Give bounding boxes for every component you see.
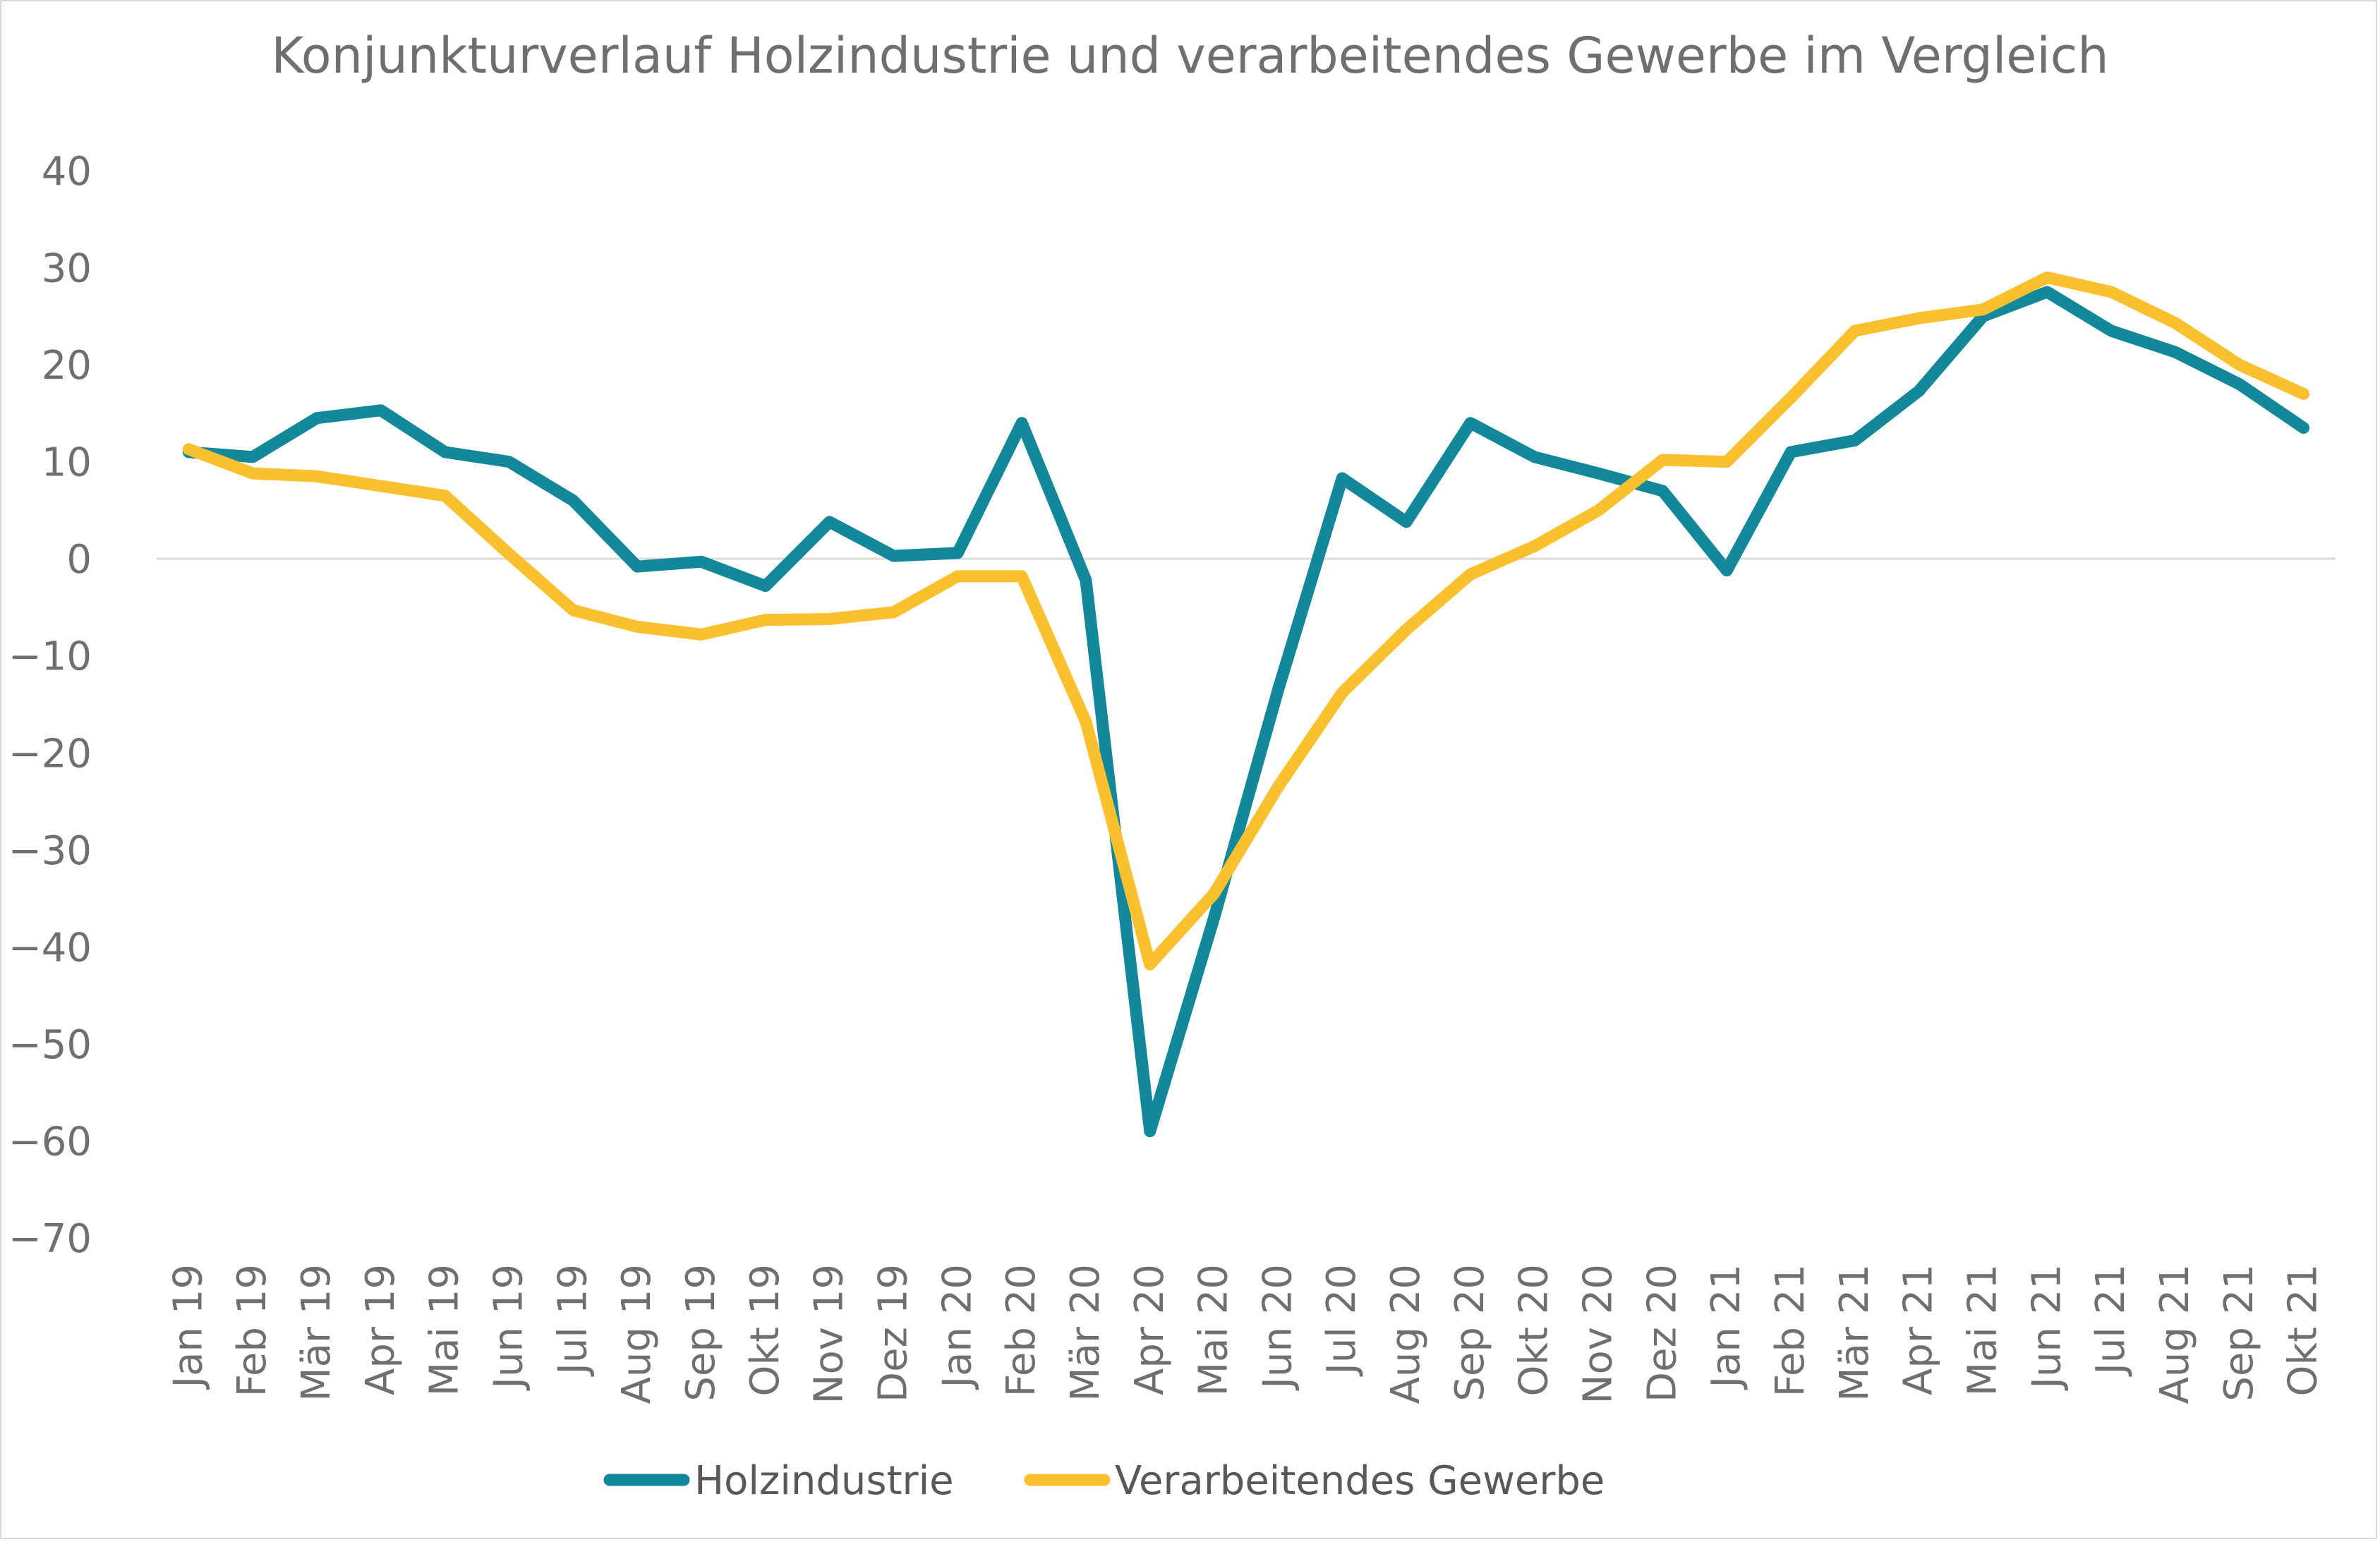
x-tick-label: Dez 20 — [1639, 1264, 1685, 1402]
x-tick-label: Apr 20 — [1127, 1264, 1173, 1395]
y-tick-label: 40 — [42, 149, 92, 195]
y-tick-label: −50 — [8, 1022, 92, 1068]
x-tick-label: Jun 19 — [486, 1264, 532, 1391]
series-line-verarbeitendes-gewerbe — [182, 271, 2310, 971]
x-tick-label: Mai 21 — [1959, 1264, 2005, 1396]
x-tick-label: Nov 20 — [1576, 1264, 1621, 1404]
y-tick-label: −30 — [8, 828, 92, 874]
x-tick-label: Nov 19 — [807, 1264, 852, 1404]
y-tick-label: −70 — [8, 1216, 92, 1262]
x-tick-label: Jul 20 — [1319, 1264, 1365, 1377]
x-tick-label: Jul 21 — [2088, 1264, 2134, 1377]
x-tick-label: Jul 19 — [550, 1264, 596, 1377]
x-tick-label: Aug 21 — [2152, 1264, 2198, 1404]
x-tick-label: Mär 20 — [1063, 1264, 1109, 1402]
x-tick-label: Sep 19 — [678, 1264, 724, 1402]
x-tick-label: Feb 19 — [229, 1264, 275, 1397]
x-tick-label: Jan 21 — [1703, 1264, 1749, 1390]
legend-label: Verarbeitendes Gewerbe — [1115, 1458, 1605, 1504]
x-tick-label: Sep 21 — [2216, 1264, 2262, 1402]
x-tick-label: Mär 21 — [1832, 1264, 1878, 1402]
series-line-holzindustrie — [182, 286, 2310, 1138]
x-tick-label: Jan 20 — [934, 1264, 980, 1390]
x-tick-label: Dez 19 — [870, 1264, 916, 1402]
x-tick-label: Okt 20 — [1511, 1264, 1557, 1397]
x-tick-label: Aug 20 — [1383, 1264, 1429, 1404]
chart-title: Konjunkturverlauf Holzindustrie und vera… — [271, 27, 2109, 85]
y-tick-label: −20 — [8, 731, 92, 777]
legend-label: Holzindustrie — [694, 1458, 954, 1504]
x-tick-label: Feb 21 — [1768, 1264, 1813, 1397]
x-tick-label: Jun 21 — [2024, 1264, 2070, 1391]
series-layer — [182, 271, 2310, 1138]
y-tick-label: 10 — [42, 440, 92, 486]
x-tick-label: Okt 19 — [742, 1264, 788, 1397]
y-axis: 40 30 20 10 0 −10 −20 −30 −40 −50 −60 −70 — [8, 149, 2336, 1262]
x-tick-label: Sep 20 — [1447, 1264, 1493, 1402]
y-tick-label: 0 — [66, 537, 92, 583]
x-tick-label: Mai 20 — [1191, 1264, 1237, 1396]
y-tick-label: 20 — [42, 343, 92, 389]
x-tick-label: Mär 19 — [294, 1264, 339, 1402]
x-tick-label: Apr 21 — [1896, 1264, 1942, 1395]
legend: Holzindustrie Verarbeitendes Gewerbe — [603, 1458, 1605, 1504]
x-tick-label: Mai 19 — [422, 1264, 468, 1396]
x-tick-label: Aug 19 — [614, 1264, 660, 1404]
y-tick-label: −60 — [8, 1119, 92, 1165]
x-tick-label: Apr 19 — [358, 1264, 404, 1395]
x-tick-label: Jun 20 — [1255, 1264, 1300, 1391]
x-axis: Jan 19 Feb 19 Mär 19 Apr 19 Mai 19 Jun 19 Jul … — [165, 1264, 2326, 1404]
y-tick-label: −10 — [8, 634, 92, 680]
y-tick-label: −40 — [8, 925, 92, 971]
x-tick-label: Okt 21 — [2281, 1264, 2326, 1397]
x-tick-label: Feb 20 — [998, 1264, 1044, 1397]
y-tick-label: 30 — [42, 246, 92, 292]
x-tick-label: Jan 19 — [165, 1264, 211, 1390]
